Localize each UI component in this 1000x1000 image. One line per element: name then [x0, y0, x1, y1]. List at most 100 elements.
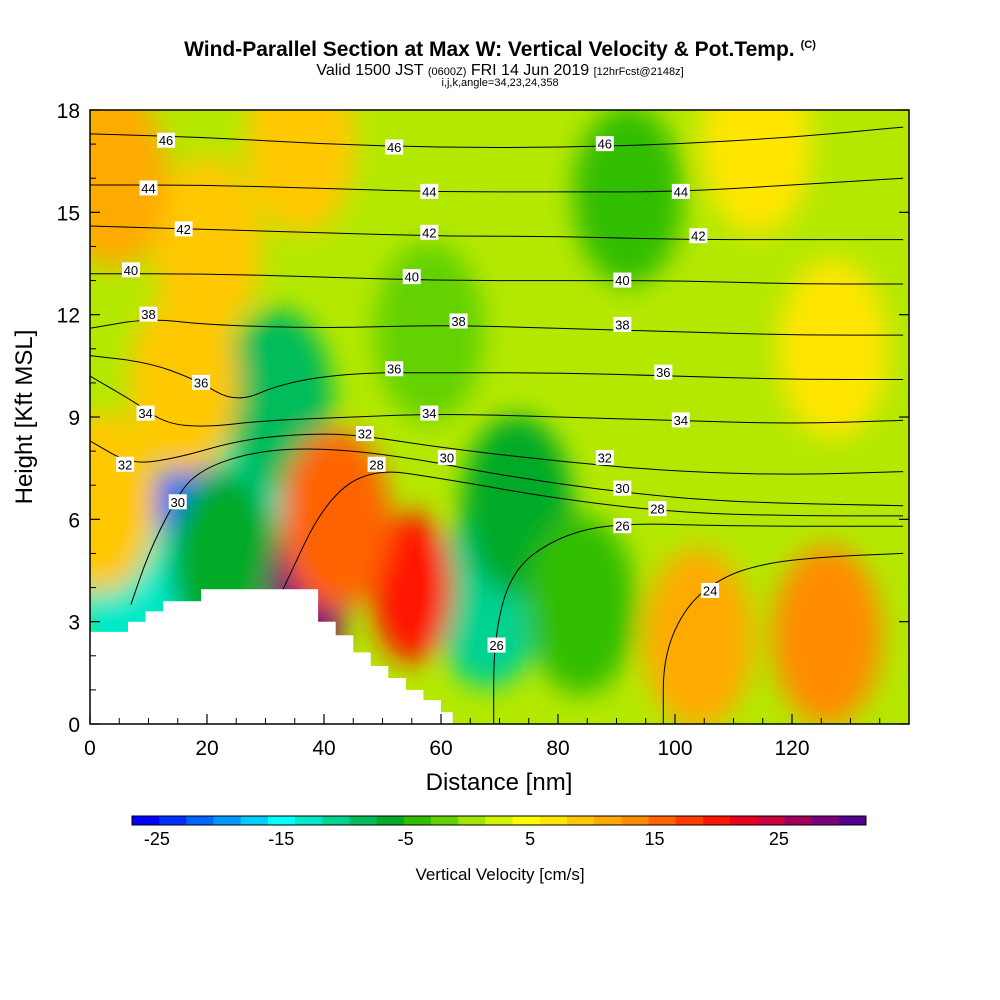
colorbar-swatch — [621, 816, 650, 825]
contour-label: 28 — [367, 456, 386, 472]
contour-label: 38 — [449, 313, 468, 329]
colorbar-swatch — [485, 816, 514, 825]
y-tick-label: 9 — [68, 407, 80, 430]
colorbar-swatch — [267, 816, 296, 825]
velocity-cell — [643, 548, 754, 724]
velocity-cell — [526, 514, 637, 695]
isentrope-line — [493, 523, 904, 724]
y-tick-label: 3 — [68, 612, 80, 635]
colorbar: -25 -15 -5 5 15 25 — [131, 815, 867, 849]
contour-label-text: 42 — [691, 229, 705, 244]
y-axis-title: Height [Kft MSL] — [11, 330, 38, 505]
colorbar-swatch — [757, 816, 785, 825]
isentrope-line — [90, 126, 904, 149]
contour-label: 24 — [701, 582, 720, 598]
colorbar-swatch — [213, 816, 242, 825]
contour-label-text: 40 — [405, 270, 419, 285]
colorbar-swatch — [431, 816, 459, 825]
isentrope-line — [282, 471, 904, 590]
contour-label-text: 28 — [650, 502, 664, 517]
y-tick-label: 15 — [57, 202, 80, 225]
contour-label-text: 36 — [387, 362, 401, 377]
velocity-cell — [777, 258, 888, 439]
velocity-cell — [90, 110, 169, 269]
contour-label: 40 — [402, 269, 421, 285]
colorbar-swatch — [730, 816, 758, 825]
colorbar-swatch — [186, 816, 215, 825]
contour-label: 26 — [487, 637, 506, 653]
colorbar-swatch — [648, 816, 677, 825]
x-tick-label: 20 — [195, 737, 218, 760]
y-tick-label: 12 — [57, 305, 80, 328]
contour-label-text: 32 — [118, 457, 132, 472]
valid-time-line: Valid 1500 JST (0600Z) FRI 14 Jun 2019 [… — [0, 62, 1000, 80]
colorbar-tick-label: -15 — [268, 829, 294, 849]
contour-labels: 46 46 46 44 44 44 42 42 42 40 40 40 38 38 38 36 36 36 34 34… — [116, 132, 720, 653]
contour-label-text: 36 — [656, 365, 670, 380]
x-tick-label: 60 — [429, 737, 452, 760]
colorbar-swatch — [322, 816, 350, 825]
contour-label-text: 32 — [358, 427, 372, 442]
contour-label-text: 32 — [598, 450, 612, 465]
colorbar-tick-label: -25 — [144, 829, 170, 849]
plot-area: 46 46 46 44 44 44 42 42 42 40 40 40 38 38 38 36 36 36 34 34… — [90, 110, 909, 724]
colorbar-swatch — [240, 816, 269, 825]
colorbar-frame — [131, 815, 867, 826]
x-tick-label: 100 — [657, 737, 692, 760]
contour-label-text: 46 — [159, 133, 173, 148]
valid-prefix: Valid 1500 JST — [316, 62, 424, 79]
colorbar-tick-label: -5 — [398, 829, 414, 849]
y-tick-label: 6 — [68, 509, 80, 532]
velocity-cell — [128, 292, 239, 473]
colorbar-swatch — [539, 816, 568, 825]
contour-label-text: 40 — [124, 263, 138, 278]
contour-label-text: 30 — [440, 450, 454, 465]
x-tick-label: 0 — [84, 737, 96, 760]
contour-label-text: 26 — [489, 638, 503, 653]
contour-label-text: 40 — [615, 273, 629, 288]
contour-label: 46 — [595, 136, 614, 152]
contour-label: 44 — [139, 180, 158, 196]
velocity-cell — [371, 512, 452, 663]
x-axis-title: Distance [nm] — [426, 769, 573, 796]
velocity-cell — [573, 110, 684, 286]
y-tick-label: 0 — [68, 714, 80, 737]
contour-label: 34 — [136, 405, 155, 421]
contour-label: 46 — [385, 139, 404, 155]
contour-label: 26 — [613, 518, 632, 534]
colorbar-swatch — [811, 816, 840, 825]
colorbar-title: Vertical Velocity [cm/s] — [415, 865, 584, 884]
contour-label-text: 38 — [615, 317, 629, 332]
contour-label: 42 — [420, 224, 439, 240]
colorbar-swatch — [295, 816, 323, 825]
contour-label-text: 34 — [138, 406, 152, 421]
contour-label: 36 — [385, 361, 404, 377]
contour-label: 36 — [654, 364, 673, 380]
colorbar-swatch — [594, 816, 622, 825]
colorbar-swatch — [403, 816, 432, 825]
contour-label: 30 — [613, 480, 632, 496]
colorbar-swatch — [675, 816, 704, 825]
x-tick-label: 120 — [774, 737, 809, 760]
contour-label-text: 42 — [176, 222, 190, 237]
contour-label-text: 42 — [422, 225, 436, 240]
velocity-cell — [280, 429, 391, 610]
velocity-cell — [374, 241, 485, 422]
contour-label-text: 44 — [674, 184, 688, 199]
contour-label-text: 30 — [171, 495, 185, 510]
contour-label: 42 — [174, 221, 193, 237]
contour-label: 28 — [648, 501, 667, 517]
ijk-line: i,j,k,angle=34,23,24,358 — [441, 77, 559, 89]
contour-label-text: 44 — [422, 184, 436, 199]
colorbar-swatch — [376, 816, 405, 825]
contour-label: 34 — [671, 412, 690, 428]
contour-label: 32 — [116, 456, 135, 472]
contour-label: 44 — [671, 183, 690, 199]
isentrope-line — [90, 355, 904, 399]
contour-label: 46 — [157, 132, 176, 148]
colorbar-swatch — [159, 816, 187, 825]
contour-label-text: 46 — [598, 137, 612, 152]
colorbar-swatch — [458, 816, 486, 825]
